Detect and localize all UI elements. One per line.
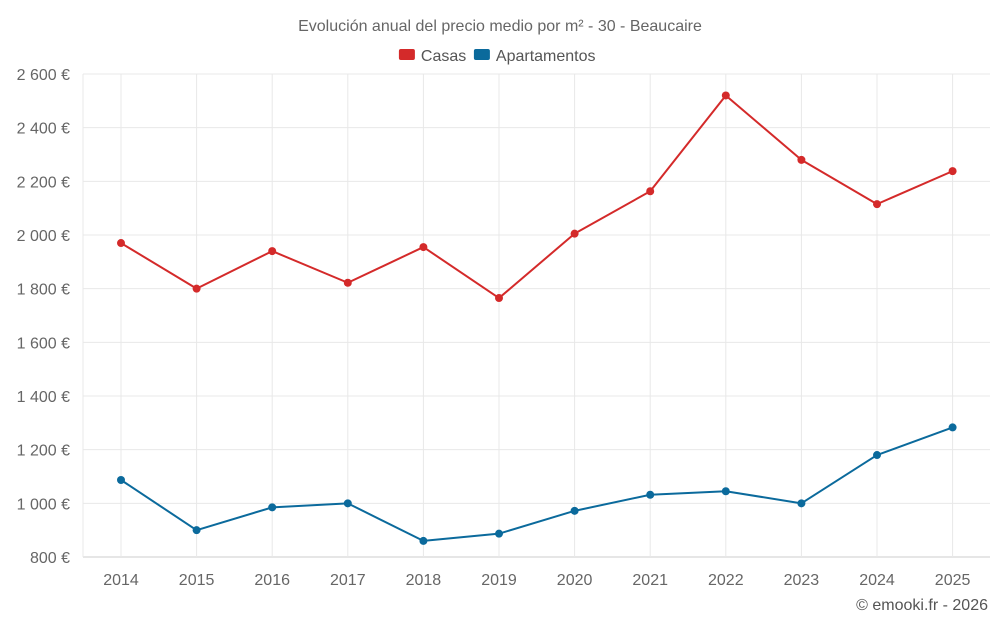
data-point[interactable] <box>495 529 503 538</box>
chart-title: Evolución anual del precio medio por m² … <box>298 18 702 35</box>
data-point[interactable] <box>797 155 806 164</box>
legend-item-apartamentos[interactable]: Apartamentos <box>473 48 596 65</box>
y-tick-label: 2 600 € <box>17 67 70 84</box>
x-axis-ticks: 2014 2015 2016 2017 2018 2019 2020 2021 2022 2023… <box>103 572 970 589</box>
data-point[interactable] <box>873 200 881 209</box>
data-point[interactable] <box>117 239 125 248</box>
data-point[interactable] <box>117 475 125 484</box>
data-point[interactable] <box>419 243 428 252</box>
y-tick-label: 1 800 € <box>17 282 70 299</box>
series-line <box>120 426 953 542</box>
legend: Casas Apartamentos <box>398 48 596 65</box>
x-tick-label: 2024 <box>859 572 895 589</box>
x-tick-label: 2015 <box>179 572 215 589</box>
data-point[interactable] <box>797 499 806 508</box>
data-point[interactable] <box>192 526 201 535</box>
x-tick-label: 2018 <box>406 572 442 589</box>
x-tick-label: 2023 <box>784 572 820 589</box>
y-tick-label: 1 200 € <box>17 443 70 460</box>
series-layer <box>117 91 957 545</box>
data-point[interactable] <box>948 423 957 432</box>
y-tick-label: 2 200 € <box>17 174 70 191</box>
legend-swatch <box>398 49 415 60</box>
y-axis-ticks: 800 € 1 000 € 1 200 € 1 400 € 1 600 € 1 800 €… <box>17 67 70 567</box>
data-point[interactable] <box>646 187 655 196</box>
data-point[interactable] <box>646 490 655 499</box>
x-tick-label: 2020 <box>557 572 593 589</box>
grid <box>82 73 990 558</box>
credit-text: © emooki.fr - 2026 <box>856 597 988 614</box>
data-point[interactable] <box>268 247 277 256</box>
x-tick-label: 2019 <box>481 572 517 589</box>
data-point[interactable] <box>268 503 277 512</box>
data-point[interactable] <box>419 536 428 545</box>
series-casas <box>117 91 957 303</box>
data-point[interactable] <box>873 451 881 460</box>
y-tick-label: 800 € <box>30 550 70 567</box>
y-tick-label: 1 400 € <box>17 389 70 406</box>
data-point[interactable] <box>343 499 352 508</box>
legend-item-casas[interactable]: Casas <box>398 48 466 65</box>
x-tick-label: 2022 <box>708 572 744 589</box>
data-point[interactable] <box>495 294 503 303</box>
x-tick-label: 2025 <box>935 572 971 589</box>
y-tick-label: 2 400 € <box>17 121 70 138</box>
data-point[interactable] <box>570 229 579 238</box>
x-tick-label: 2014 <box>103 572 139 589</box>
x-tick-label: 2016 <box>254 572 290 589</box>
data-point[interactable] <box>343 278 352 287</box>
series-line <box>120 94 954 300</box>
data-point[interactable] <box>570 506 579 515</box>
legend-label: Casas <box>421 48 466 65</box>
x-tick-label: 2021 <box>632 572 668 589</box>
legend-swatch <box>473 49 490 60</box>
series-apartamentos <box>117 423 957 545</box>
x-tick-label: 2017 <box>330 572 366 589</box>
y-tick-label: 1 000 € <box>17 496 70 513</box>
data-point[interactable] <box>948 167 957 176</box>
legend-label: Apartamentos <box>496 48 596 65</box>
data-point[interactable] <box>721 487 730 496</box>
data-point[interactable] <box>721 91 730 100</box>
y-tick-label: 2 000 € <box>17 228 70 245</box>
data-point[interactable] <box>192 284 201 293</box>
y-tick-label: 1 600 € <box>17 335 70 352</box>
